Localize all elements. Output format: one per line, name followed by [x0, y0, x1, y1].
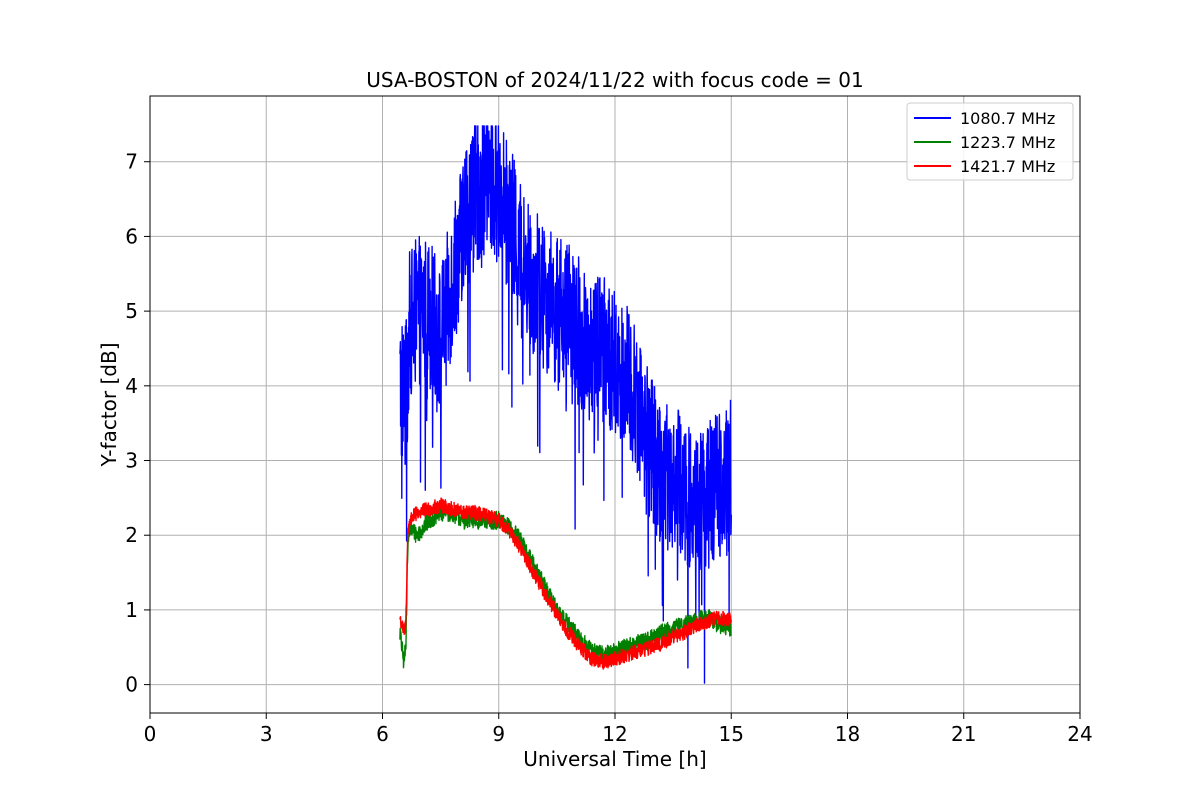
legend: 1080.7 MHz 1223.7 MHz 1421.7 MHz: [906, 102, 1074, 181]
x-tick-label: 18: [835, 722, 860, 746]
chart-title: USA-BOSTON of 2024/11/22 with focus code…: [366, 68, 863, 92]
y-tick-label: 3: [125, 449, 138, 473]
y-tick-label: 4: [125, 374, 138, 398]
x-tick-label: 15: [719, 722, 744, 746]
legend-entry: 1223.7 MHz: [960, 133, 1055, 152]
x-tick-label: 3: [260, 722, 273, 746]
x-tick-label: 6: [376, 722, 389, 746]
series-line: [399, 497, 732, 670]
y-tick-label: 5: [125, 299, 138, 323]
legend-entry: 1080.7 MHz: [960, 109, 1055, 128]
y-tick-label: 2: [125, 523, 138, 547]
legend-entry: 1421.7 MHz: [960, 157, 1055, 176]
legend-frame: [906, 102, 1074, 181]
y-axis-label: Y-factor [dB]: [97, 342, 121, 467]
y-tick-label: 7: [125, 150, 138, 174]
series-line: [399, 125, 732, 684]
y-tick-label: 6: [125, 224, 138, 248]
y-tick-label: 1: [125, 598, 138, 622]
y-tick-label: 0: [125, 673, 138, 697]
x-tick-label: 12: [602, 722, 627, 746]
x-tick-label: 21: [951, 722, 976, 746]
x-tick-label: 9: [492, 722, 505, 746]
series-lines: [399, 125, 732, 684]
x-tick-label: 24: [1067, 722, 1092, 746]
x-tick-label: 0: [144, 722, 157, 746]
x-axis-label: Universal Time [h]: [523, 747, 706, 771]
